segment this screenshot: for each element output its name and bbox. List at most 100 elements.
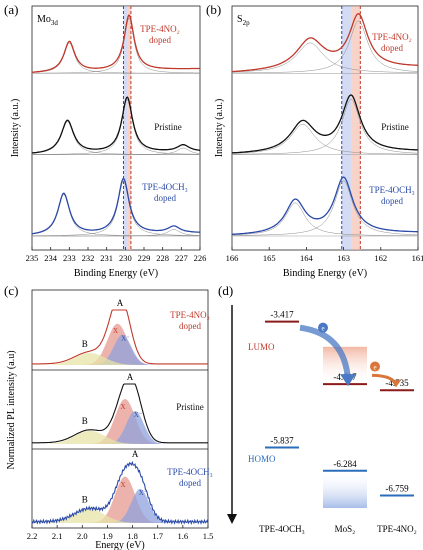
panel-a-label: (a) (4, 2, 18, 17)
x-tick-label: 164 (300, 253, 314, 263)
x-tick-label: 226 (194, 253, 207, 263)
x-tick-label: 2.2 (27, 531, 38, 541)
panel-d: (d) -3.417-5.837TPE-4OCH₃-4.617-6.284MoS… (218, 283, 417, 534)
trace-2 (232, 176, 418, 235)
peak-component (231, 123, 418, 155)
pl-peak-label-x: X (120, 403, 125, 411)
panel-c-xlabel: Energy (eV) (95, 540, 145, 550)
panel-a-title: Mo3d (37, 14, 58, 27)
panel-c-label: (c) (4, 283, 18, 298)
pl-peak-label-trion: X⁻ (139, 489, 148, 497)
panel-c-label-bottom: TPE-4OCH₃ doped (167, 467, 213, 488)
panel-d-label: (d) (218, 283, 233, 298)
pl-peak-label-a: A (127, 372, 134, 382)
material-name-0: TPE-4OCH₃ (259, 524, 305, 534)
panel-a-ylabel: Intensity (a.u.) (10, 99, 21, 158)
x-tick-label: 161 (412, 253, 423, 263)
peak-component (232, 20, 418, 74)
trace-0 (32, 14, 201, 73)
peak-component (32, 99, 200, 155)
panel-a-shade-blue (123, 6, 128, 250)
x-tick-label: 2.1 (52, 531, 63, 541)
pl-component (32, 399, 208, 444)
panel-a-frame (31, 5, 201, 251)
x-tick-label: 165 (263, 253, 276, 263)
electron-symbol: e (373, 364, 376, 372)
pl-peak-label-x: X (120, 481, 125, 489)
x-tick-label: 235 (26, 253, 39, 263)
trace-1 (231, 94, 418, 154)
panel-b: (b) 166 165 164 163 162 161 S2p TPE-4NO₂ doped… (206, 2, 423, 279)
peak-component (232, 99, 419, 155)
trace-1 (31, 96, 201, 154)
panel-b-xlabel: Binding Energy (eV) (283, 268, 367, 279)
panel-b-label-top: TPE-4NO₂ doped (372, 32, 412, 53)
panel-a: (a) 235 234 233 232 231 230 229 228 227 226 Mo3d … (4, 2, 206, 279)
panel-b-label: (b) (206, 2, 221, 17)
electron-symbol: e (321, 325, 324, 333)
pl-peak-label-trion: X⁻ (121, 334, 130, 342)
pl-component (32, 352, 208, 365)
panel-c-label-middle: Pristine (176, 402, 204, 412)
x-tick-label: 229 (138, 253, 151, 263)
x-tick-label: 2.0 (77, 531, 88, 541)
x-tick-label: 227 (175, 253, 188, 263)
material-name-2: TPE-4NO₂ (377, 524, 417, 534)
pl-trace-1 (32, 383, 208, 444)
panel-b-title: S2p (237, 14, 250, 27)
peak-component (232, 42, 418, 73)
panel-b-frame (231, 5, 419, 251)
trace-2 (31, 177, 200, 235)
panel-a-label-middle: Pristine (154, 122, 182, 132)
pl-trace-0 (32, 309, 208, 365)
x-tick-label: 228 (156, 253, 169, 263)
electron-icon (370, 361, 380, 372)
lumo-label: LUMO (248, 342, 275, 352)
panel-b-label-bottom: TPE-4OCH₃ doped (369, 185, 415, 206)
panel-a-label-top: TPE-4NO₂ doped (140, 24, 180, 45)
homo-label: HOMO (248, 454, 276, 464)
panel-b-shade-red (351, 6, 361, 250)
x-tick-label: 1.7 (152, 531, 163, 541)
pl-component (32, 334, 208, 365)
x-tick-label: 1.9 (102, 531, 113, 541)
panel-a-shade-red (127, 6, 131, 250)
x-tick-label: 163 (337, 253, 350, 263)
x-tick-label: 166 (226, 253, 239, 263)
pl-component (32, 476, 208, 523)
peak-component (32, 229, 200, 237)
peak-component (32, 147, 201, 155)
transfer-arrowhead-1 (340, 374, 356, 387)
peak-component (231, 180, 419, 236)
pl-peak-label-b: B (82, 416, 88, 426)
pl-component (32, 509, 208, 523)
material-name-1: MoS₂ (335, 524, 356, 534)
pl-peak-label-a: A (132, 449, 139, 459)
x-tick-label: 233 (63, 253, 76, 263)
mos2-valence-band (323, 470, 367, 508)
pl-peak-label-a: A (117, 298, 124, 308)
panel-c-label-top: TPE-4NO₂ doped (170, 310, 210, 331)
panel-a-label-bottom: TPE-4OCH₃ doped (142, 182, 188, 203)
lumo-value-0: -3.417 (270, 310, 294, 320)
panel-b-ylabel: Intensity (a.u.) (214, 99, 225, 158)
x-tick-label: 162 (374, 253, 387, 263)
transfer-arrowhead-2 (391, 380, 401, 388)
x-tick-label: 1.8 (127, 531, 138, 541)
energy-axis-arrowhead (227, 514, 237, 524)
transfer-arrow-1 (299, 324, 351, 381)
x-tick-label: 234 (44, 253, 58, 263)
pl-peak-label-b: B (82, 339, 88, 349)
homo-value-2: -6.759 (385, 483, 409, 493)
peak-component (231, 202, 418, 236)
panel-a-xlabel: Binding Energy (eV) (74, 268, 158, 279)
peak-component (32, 42, 200, 74)
pl-trace-2 (31, 460, 209, 525)
electron-icon (318, 322, 328, 333)
pl-component (32, 411, 208, 444)
homo-value-1: -6.284 (333, 459, 357, 469)
x-tick-label: 1.6 (178, 531, 189, 541)
pl-peak-label-x: X (113, 327, 118, 335)
